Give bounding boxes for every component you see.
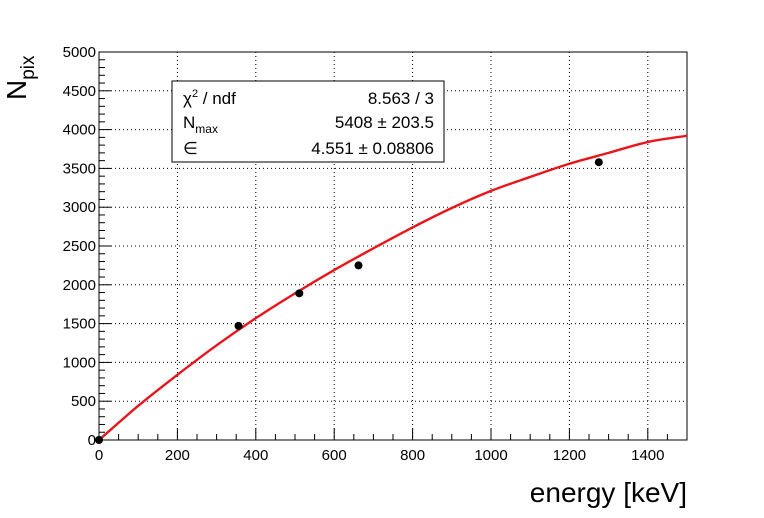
data-point [95,436,103,444]
x-tick-label: 1200 [553,447,586,464]
stats-box-frame [171,80,445,163]
y-axis-title-text: Npix [1,55,39,100]
y-tick-label: 4000 [63,122,96,139]
y-tick-label: 3500 [63,160,96,177]
data-point [234,321,243,330]
stats-row-nmax-label: Nmax [183,113,218,136]
data-point [354,261,363,270]
y-tick-label: 500 [71,393,96,410]
y-axis-title: Npix [1,55,39,100]
x-axis-title: energy [keV] [530,477,687,508]
stats-row-chi2-label: χ2 / ndf [183,88,236,108]
x-tick-label: 200 [165,447,190,464]
fit-stats-box: χ2 / ndf 8.563 / 3 Nmax 5408 ± 203.5 ∈ 4… [171,80,445,163]
y-tick-label: 1500 [63,316,96,333]
x-tick-label: 400 [243,447,268,464]
x-tick-label: 800 [400,447,425,464]
x-tick-label: 1000 [474,447,507,464]
stats-row-eps-label: ∈ [183,139,198,158]
data-point [295,289,304,298]
y-tick-label: 0 [88,432,96,449]
y-tick-labels: 0 500 1000 1500 2000 2500 3000 3500 4000 4500 5000 [63,44,96,449]
x-tick-label: 600 [322,447,347,464]
x-tick-labels: 0 200 400 600 800 1000 1200 1400 [95,447,665,464]
x-tick-label: 0 [95,447,103,464]
y-tick-label: 4500 [63,83,96,100]
fit-curve [99,134,687,440]
y-tick-label: 5000 [63,44,96,61]
stats-row-nmax-value: 5408 ± 203.5 [335,113,434,132]
points-layer [95,158,603,444]
y-tick-label: 2000 [63,277,96,294]
y-tick-label: 3000 [63,199,96,216]
data-point [594,158,603,167]
y-tick-label: 1000 [63,354,96,371]
stats-row-eps-value: 4.551 ± 0.08806 [311,139,434,158]
x-tick-label: 1400 [631,447,664,464]
y-tick-label: 2500 [63,238,96,255]
stats-row-chi2-value: 8.563 / 3 [368,89,434,108]
fit-layer [99,134,687,440]
